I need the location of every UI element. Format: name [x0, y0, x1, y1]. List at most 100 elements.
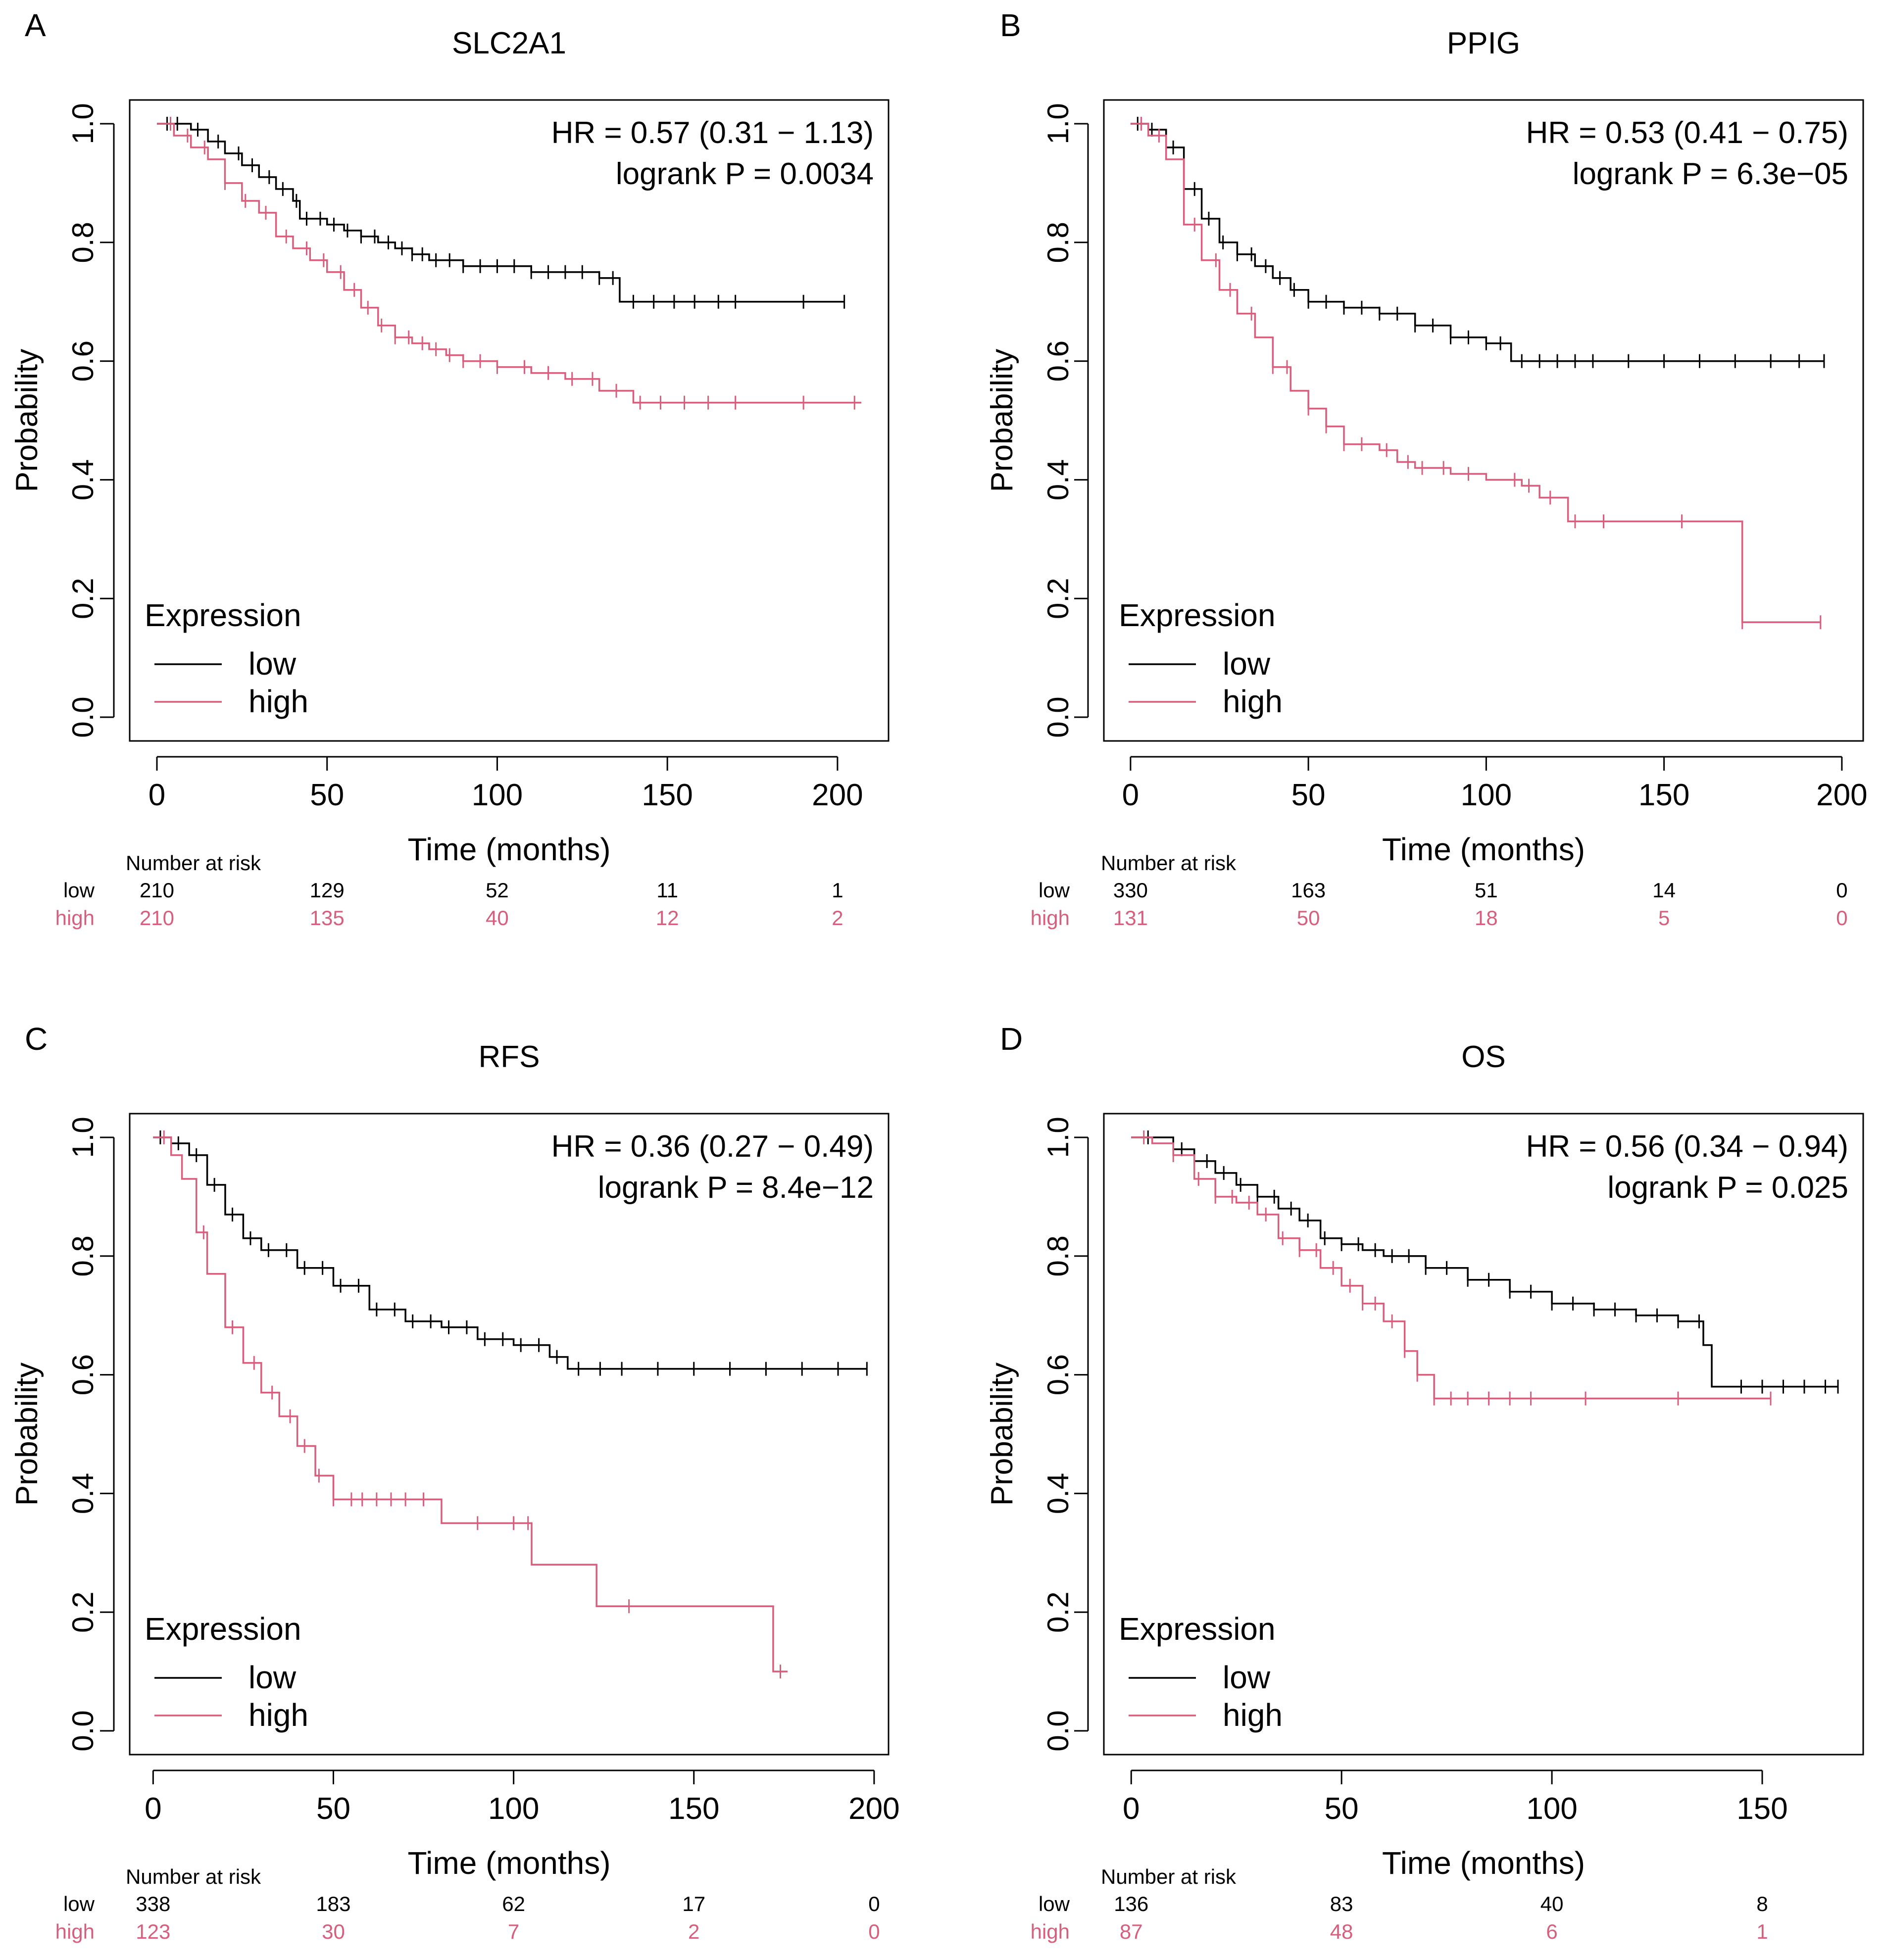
x-tick-label: 200 — [848, 1792, 899, 1826]
y-axis: 0.0 0.2 0.4 0.6 0.8 1.0 — [66, 103, 115, 738]
logrank-p-text: logrank P = 0.025 — [1607, 1171, 1848, 1205]
risk-row-label-low: low — [63, 879, 95, 902]
risk-count-high: 5 — [1658, 906, 1670, 930]
risk-count-low: 338 — [136, 1892, 170, 1915]
risk-count-low: 183 — [316, 1892, 350, 1915]
risk-count-high: 131 — [1113, 906, 1148, 930]
y-tick-label: 0.4 — [1041, 1473, 1075, 1514]
y-tick-label: 0.2 — [66, 578, 99, 619]
survival-curve-high — [156, 123, 861, 404]
survival-curve-high — [1130, 123, 1821, 623]
risk-row-label-high: high — [55, 1920, 95, 1943]
chart-title: SLC2A1 — [452, 26, 566, 60]
y-tick-label: 1.0 — [66, 103, 99, 144]
panel-label: C — [25, 1021, 48, 1057]
y-tick-label: 1.0 — [66, 1117, 99, 1158]
risk-count-high: 48 — [1330, 1920, 1353, 1943]
y-axis: 0.0 0.2 0.4 0.6 0.8 1.0 — [1041, 1117, 1089, 1752]
y-tick-label: 0.6 — [1041, 341, 1075, 382]
y-axis-label: Probability — [10, 349, 44, 492]
risk-count-low: 163 — [1291, 879, 1326, 902]
series-high — [1130, 116, 1822, 630]
number-at-risk-label: Number at risk — [126, 851, 261, 875]
risk-row-label-low: low — [63, 1892, 95, 1915]
risk-count-high: 2 — [688, 1920, 699, 1943]
chart-title: OS — [1461, 1040, 1506, 1074]
chart-title: PPIG — [1447, 26, 1520, 60]
risk-table: Number at risk low 136 83 40 8 high 87 48 6 1 — [1031, 1865, 1768, 1943]
x-axis-label: Time (months) — [1382, 832, 1585, 867]
x-tick-label: 150 — [668, 1792, 719, 1826]
x-tick-label: 150 — [642, 778, 693, 812]
x-tick-label: 100 — [488, 1792, 539, 1826]
y-tick-label: 0.0 — [1041, 1710, 1075, 1751]
risk-count-high: 2 — [832, 906, 843, 930]
logrank-p-text: logrank P = 8.4e−12 — [598, 1171, 874, 1205]
legend-label-low: low — [248, 646, 297, 682]
y-tick-label: 0.2 — [1041, 1592, 1075, 1633]
y-tick-label: 0.8 — [66, 222, 99, 263]
x-tick-label: 50 — [316, 1792, 350, 1826]
x-axis-label: Time (months) — [407, 832, 610, 867]
logrank-p-text: logrank P = 0.0034 — [616, 157, 874, 191]
risk-count-low: 17 — [682, 1892, 705, 1915]
legend-label-high: high — [1223, 1697, 1283, 1733]
x-tick-label: 100 — [1526, 1792, 1577, 1826]
legend-title: Expression — [1119, 597, 1276, 633]
y-tick-label: 0.2 — [66, 1592, 99, 1633]
risk-count-low: 8 — [1756, 1892, 1768, 1915]
x-tick-label: 50 — [1325, 1792, 1359, 1826]
risk-count-low: 330 — [1113, 879, 1148, 902]
risk-count-high: 1 — [1756, 1920, 1768, 1943]
risk-count-low: 40 — [1540, 1892, 1564, 1915]
chart-title: RFS — [479, 1040, 540, 1074]
x-axis: 0 50 100 150 — [1123, 1769, 1788, 1826]
x-tick-label: 0 — [145, 1792, 161, 1826]
x-axis-label: Time (months) — [407, 1845, 610, 1881]
y-axis: 0.0 0.2 0.4 0.6 0.8 1.0 — [1041, 103, 1089, 738]
x-tick-label: 100 — [1461, 778, 1512, 812]
risk-count-low: 210 — [140, 879, 174, 902]
y-tick-label: 0.0 — [66, 1710, 99, 1751]
survival-curve-high — [1131, 1136, 1771, 1400]
risk-count-high: 50 — [1297, 906, 1320, 930]
risk-row-label-low: low — [1039, 1892, 1070, 1915]
legend-label-low: low — [248, 1660, 297, 1695]
y-tick-label: 0.4 — [66, 459, 99, 500]
series-low — [1131, 1130, 1839, 1394]
legend-title: Expression — [145, 597, 301, 633]
plot-frame — [129, 99, 890, 742]
risk-count-low: 14 — [1652, 879, 1676, 902]
risk-count-low: 1 — [832, 879, 843, 902]
survival-curve-low — [156, 123, 844, 303]
x-tick-label: 50 — [310, 778, 344, 812]
risk-count-low: 11 — [656, 879, 678, 902]
series-low — [1130, 116, 1825, 368]
risk-count-low: 129 — [310, 879, 345, 902]
risk-count-low: 52 — [486, 879, 509, 902]
y-tick-label: 0.0 — [66, 696, 99, 737]
plot-frame — [129, 1113, 890, 1756]
risk-count-low: 0 — [868, 1892, 880, 1915]
survival-curve-low — [1130, 123, 1824, 362]
x-tick-label: 0 — [1123, 1792, 1140, 1826]
risk-count-high: 40 — [486, 906, 509, 930]
risk-row-label-high: high — [55, 906, 95, 930]
risk-count-low: 136 — [1114, 1892, 1148, 1915]
legend-label-high: high — [248, 684, 308, 719]
y-tick-label: 0.0 — [1041, 696, 1075, 737]
legend-title: Expression — [1119, 1611, 1276, 1647]
x-tick-label: 200 — [812, 778, 863, 812]
series-high — [153, 1130, 788, 1679]
x-tick-label: 150 — [1736, 1792, 1787, 1826]
number-at-risk-label: Number at risk — [126, 1865, 261, 1888]
y-tick-label: 0.8 — [66, 1235, 99, 1276]
risk-count-high: 0 — [1836, 906, 1847, 930]
